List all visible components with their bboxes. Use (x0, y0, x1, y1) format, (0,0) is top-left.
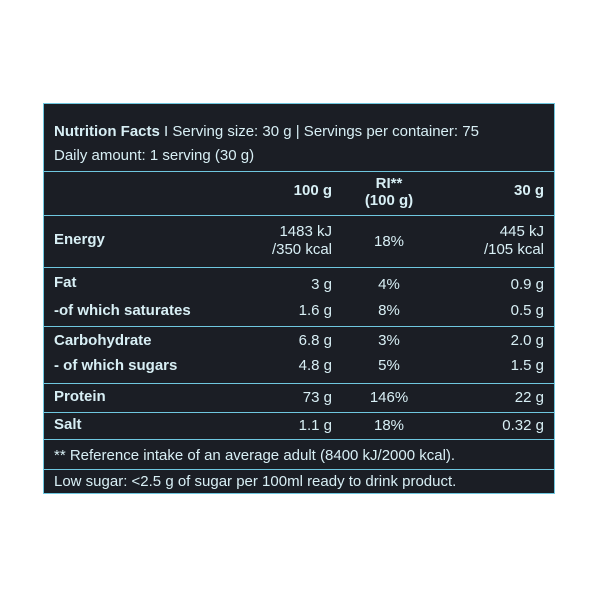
footnote-low-sugar: Low sugar: <2.5 g of sugar per 100ml rea… (54, 473, 457, 490)
row-saturates-30g: 0.5 g (510, 302, 544, 319)
row-carbohydrate-label: Carbohydrate (54, 332, 152, 349)
divider (44, 171, 554, 172)
row-fat-100g: 3 g (311, 276, 332, 293)
row-energy-30g-kcal: /105 kcal (483, 241, 544, 258)
divider (44, 326, 554, 327)
row-carbohydrate-100g: 6.8 g (298, 332, 332, 349)
column-header-30g: 30 g (513, 182, 544, 199)
row-energy-label: Energy (54, 231, 105, 248)
row-salt-30g: 0.32 g (502, 417, 544, 434)
header-line-1: Nutrition Facts I Serving size: 30 g | S… (54, 123, 479, 141)
row-salt-label: Salt (54, 416, 82, 433)
row-fat-ri: 4% (378, 276, 400, 293)
row-energy-100g-kj: 1483 kJ (279, 223, 332, 240)
serving-info: I Serving size: 30 g | Servings per cont… (159, 123, 479, 140)
row-protein-30g: 22 g (514, 389, 544, 406)
divider (44, 469, 554, 470)
row-sugars-30g: 1.5 g (510, 357, 544, 374)
row-salt-ri: 18% (373, 417, 405, 434)
header-line-2: Daily amount: 1 serving (30 g) (54, 147, 255, 164)
row-carbohydrate-ri: 3% (378, 332, 400, 349)
row-fat-30g: 0.9 g (510, 276, 544, 293)
divider (44, 439, 554, 440)
row-sugars-100g: 4.8 g (298, 357, 332, 374)
column-header-ri-basis: (100 g) (364, 192, 414, 209)
divider (44, 383, 554, 384)
row-saturates-ri: 8% (378, 302, 400, 319)
nutrition-panel: Nutrition Facts I Serving size: 30 g | S… (43, 103, 555, 494)
row-energy-30g-kj: 445 kJ (499, 223, 544, 240)
divider (44, 215, 554, 216)
divider (44, 267, 554, 268)
column-header-ri: RI** (375, 175, 403, 192)
row-fat-label: Fat (54, 274, 77, 291)
row-protein-100g: 73 g (302, 389, 332, 406)
row-sugars-ri: 5% (378, 357, 400, 374)
row-salt-100g: 1.1 g (298, 417, 332, 434)
row-protein-ri: 146% (369, 389, 409, 406)
row-energy-ri: 18% (373, 233, 405, 250)
row-energy-100g-kcal: /350 kcal (271, 241, 332, 258)
divider (44, 412, 554, 413)
row-sugars-label: - of which sugars (54, 357, 178, 374)
row-saturates-label: -of which saturates (54, 302, 191, 319)
footnote-reference-intake: ** Reference intake of an average adult … (54, 447, 456, 464)
row-carbohydrate-30g: 2.0 g (510, 332, 544, 349)
column-header-100g: 100 g (293, 182, 332, 199)
nutrition-facts-title: Nutrition Facts (54, 123, 160, 140)
row-protein-label: Protein (54, 388, 106, 405)
row-saturates-100g: 1.6 g (298, 302, 332, 319)
